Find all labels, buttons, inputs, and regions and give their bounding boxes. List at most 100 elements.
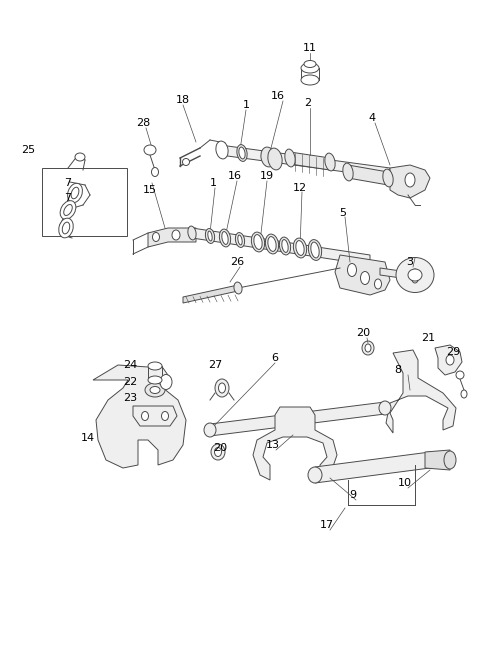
- Ellipse shape: [64, 205, 72, 215]
- Ellipse shape: [219, 229, 230, 247]
- Text: 7: 7: [64, 178, 72, 188]
- Ellipse shape: [261, 147, 275, 167]
- Ellipse shape: [456, 371, 464, 379]
- Ellipse shape: [215, 447, 221, 457]
- Ellipse shape: [296, 241, 304, 255]
- Ellipse shape: [211, 444, 225, 460]
- Text: 18: 18: [176, 95, 190, 105]
- Ellipse shape: [145, 383, 165, 397]
- Text: 8: 8: [395, 365, 402, 375]
- Polygon shape: [192, 228, 370, 265]
- Ellipse shape: [153, 232, 159, 241]
- Ellipse shape: [252, 232, 264, 252]
- Polygon shape: [380, 268, 415, 280]
- Polygon shape: [348, 165, 388, 185]
- Polygon shape: [390, 165, 430, 198]
- Ellipse shape: [374, 279, 382, 289]
- Ellipse shape: [285, 149, 295, 167]
- Ellipse shape: [461, 390, 467, 398]
- Text: 20: 20: [213, 443, 227, 453]
- Polygon shape: [253, 407, 337, 480]
- Ellipse shape: [148, 362, 162, 370]
- Ellipse shape: [222, 232, 228, 245]
- Ellipse shape: [161, 411, 168, 420]
- Ellipse shape: [208, 231, 212, 241]
- Text: 14: 14: [81, 433, 95, 443]
- Text: 26: 26: [230, 257, 244, 267]
- Ellipse shape: [308, 239, 322, 260]
- Ellipse shape: [408, 269, 422, 281]
- Ellipse shape: [446, 355, 454, 365]
- Text: 4: 4: [369, 113, 375, 123]
- Ellipse shape: [325, 153, 335, 171]
- Text: 2: 2: [304, 98, 312, 108]
- Ellipse shape: [142, 411, 148, 420]
- Ellipse shape: [62, 222, 70, 234]
- Text: 1: 1: [242, 100, 250, 110]
- Polygon shape: [220, 145, 390, 178]
- Ellipse shape: [365, 344, 371, 352]
- Text: 6: 6: [272, 353, 278, 363]
- Ellipse shape: [160, 375, 172, 390]
- Ellipse shape: [405, 173, 415, 187]
- Ellipse shape: [216, 141, 228, 159]
- Ellipse shape: [150, 386, 160, 394]
- Ellipse shape: [237, 144, 247, 161]
- Text: 1: 1: [209, 178, 216, 188]
- Ellipse shape: [144, 145, 156, 155]
- Ellipse shape: [254, 235, 262, 249]
- Ellipse shape: [301, 63, 319, 73]
- Ellipse shape: [235, 233, 245, 247]
- Ellipse shape: [148, 376, 162, 384]
- Text: 13: 13: [266, 440, 280, 450]
- Text: 19: 19: [260, 171, 274, 181]
- Text: 25: 25: [21, 145, 35, 155]
- Ellipse shape: [379, 401, 391, 415]
- Polygon shape: [386, 350, 456, 433]
- Ellipse shape: [279, 237, 290, 255]
- Ellipse shape: [71, 187, 79, 199]
- Text: 28: 28: [136, 118, 150, 128]
- Text: 16: 16: [228, 171, 242, 181]
- Ellipse shape: [348, 264, 357, 276]
- Text: 27: 27: [208, 360, 222, 370]
- Ellipse shape: [444, 451, 456, 469]
- Text: 24: 24: [123, 360, 137, 370]
- Ellipse shape: [383, 169, 393, 187]
- Text: 9: 9: [349, 490, 357, 500]
- Text: 12: 12: [293, 183, 307, 193]
- Polygon shape: [183, 285, 238, 303]
- Ellipse shape: [411, 269, 419, 283]
- Ellipse shape: [205, 228, 215, 243]
- Ellipse shape: [152, 167, 158, 176]
- Ellipse shape: [301, 75, 319, 85]
- Text: 20: 20: [356, 328, 370, 338]
- Ellipse shape: [396, 258, 434, 293]
- Bar: [42, 168, 127, 236]
- Ellipse shape: [234, 282, 242, 294]
- Text: 29: 29: [446, 347, 460, 357]
- Ellipse shape: [311, 242, 319, 258]
- Ellipse shape: [265, 234, 278, 254]
- Ellipse shape: [343, 163, 353, 181]
- Ellipse shape: [188, 226, 196, 240]
- Text: 10: 10: [398, 478, 412, 488]
- Bar: [148, 366, 162, 380]
- Polygon shape: [290, 152, 330, 170]
- Polygon shape: [148, 228, 196, 247]
- Text: 23: 23: [123, 393, 137, 403]
- Ellipse shape: [68, 183, 83, 203]
- Polygon shape: [435, 345, 462, 375]
- Text: 21: 21: [421, 333, 435, 343]
- Polygon shape: [93, 365, 186, 468]
- Polygon shape: [210, 402, 385, 436]
- Ellipse shape: [308, 467, 322, 483]
- Text: 22: 22: [123, 377, 137, 387]
- Polygon shape: [335, 255, 390, 295]
- Ellipse shape: [304, 60, 316, 68]
- Ellipse shape: [218, 383, 226, 393]
- Text: 11: 11: [303, 43, 317, 53]
- Polygon shape: [133, 406, 177, 426]
- Ellipse shape: [60, 201, 76, 219]
- Text: 17: 17: [320, 520, 334, 530]
